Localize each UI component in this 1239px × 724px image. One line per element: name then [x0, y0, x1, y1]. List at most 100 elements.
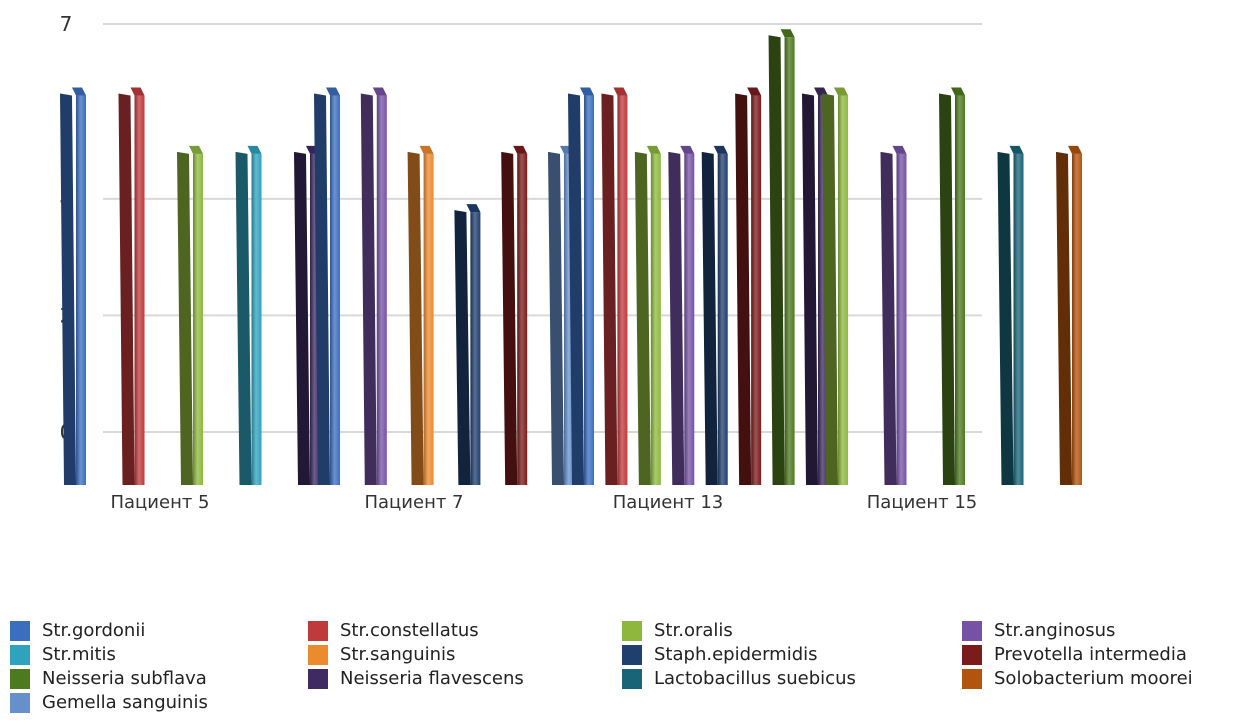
legend-swatch [10, 693, 30, 713]
bar-top [1009, 145, 1024, 154]
legend-swatch [622, 645, 642, 665]
bar [501, 145, 528, 486]
legend-swatch [962, 621, 982, 641]
bar [407, 145, 434, 486]
x-tick-label: Пациент 13 [613, 492, 723, 513]
bar-side [634, 151, 651, 486]
bar [60, 87, 86, 486]
bar-front [376, 95, 387, 486]
bar-front [470, 212, 481, 485]
bar-top [814, 87, 828, 96]
bar-side [668, 151, 685, 486]
x-tick-label: Пациент 7 [364, 492, 463, 513]
x-axis-ticks: Пациент 5 Пациент 7 Пациент 13 Пациент 15 [110, 492, 977, 513]
bar [997, 145, 1024, 486]
bar-side [939, 93, 955, 486]
bar-side [548, 151, 564, 486]
bar [802, 87, 828, 486]
bar-front [76, 95, 86, 486]
bar-side [60, 93, 76, 486]
bar-top [72, 87, 86, 96]
bar-side [177, 151, 193, 486]
bar [880, 145, 907, 486]
x-tick-label: Пациент 5 [110, 492, 209, 513]
bar [360, 87, 387, 486]
legend-swatch [622, 669, 642, 689]
bar-top [513, 145, 528, 154]
bar-front [193, 153, 203, 486]
bar-side [235, 151, 252, 486]
bar-side [118, 93, 135, 486]
bar-side [768, 35, 785, 485]
legend-item: Str.mitis [10, 644, 116, 666]
bar [701, 145, 728, 486]
bar-front [1072, 153, 1082, 486]
bar-front [684, 153, 695, 486]
bar [454, 204, 481, 485]
bar-top [713, 145, 728, 154]
bar-front [310, 153, 320, 486]
legend-item: Str.anginosus [962, 620, 1115, 642]
legend-item: Lactobacillus suebicus [622, 668, 856, 690]
gridlines [103, 23, 982, 433]
bar [601, 87, 628, 486]
bar-top [419, 145, 434, 154]
bar-top [466, 204, 481, 213]
bar-top [834, 87, 848, 96]
legend-label: Neisseria subflava [42, 668, 207, 689]
bar-top [1068, 145, 1082, 154]
legend-swatch [308, 645, 328, 665]
bar-top [646, 145, 661, 154]
bar-side [997, 151, 1014, 486]
legend-item: Str.gordonii [10, 620, 145, 642]
bar [177, 145, 203, 486]
legend-swatch [962, 645, 982, 665]
bar-front [251, 153, 262, 486]
bar-side [360, 93, 377, 486]
legend-swatch [962, 669, 982, 689]
bar-front [650, 153, 661, 486]
legend-swatch [308, 621, 328, 641]
legend-label: Str.gordonii [42, 620, 146, 641]
legend-label: Str.constellatus [340, 620, 479, 641]
legend-label: Gemella sanguinis [42, 692, 208, 713]
legend-item: Str.sanguinis [308, 644, 455, 666]
legend-label: Str.mitis [42, 644, 116, 665]
bar-side [454, 210, 471, 485]
bar-side [1056, 151, 1072, 486]
bar-side [568, 93, 584, 486]
legend-swatch [622, 621, 642, 641]
bar-side [880, 151, 897, 486]
bar [235, 145, 262, 486]
bar-front [818, 95, 828, 486]
bar [294, 145, 320, 486]
bar [768, 29, 795, 485]
bar-side [701, 151, 718, 486]
legend-label: Prevotella intermedia [994, 644, 1187, 665]
bar-front [717, 153, 728, 486]
bar-front [617, 95, 628, 486]
bar-front [751, 95, 762, 486]
legend-item: Str.oralis [622, 620, 733, 642]
bars [60, 29, 1082, 486]
bar-top [130, 87, 145, 96]
bar-front [423, 153, 434, 486]
bar [568, 87, 594, 486]
legend-item: Staph.epidermidis [622, 644, 818, 666]
legend-label: Str.anginosus [994, 620, 1116, 641]
legend-item: Neisseria subflava [10, 668, 207, 690]
bar [735, 87, 762, 486]
bar-top [580, 87, 594, 96]
bar-top [680, 145, 695, 154]
legend: Str.gordonii Str.constellatus Str.oralis St… [10, 620, 1239, 724]
legend-item: Gemella sanguinis [10, 692, 208, 714]
bar-side [822, 93, 838, 486]
x-tick-label: Пациент 15 [867, 492, 977, 513]
bar-side [294, 151, 310, 486]
bar-top [747, 87, 762, 96]
legend-label: Lactobacillus suebicus [654, 668, 856, 689]
bar-front [330, 95, 340, 486]
legend-label: Str.sanguinis [340, 644, 456, 665]
